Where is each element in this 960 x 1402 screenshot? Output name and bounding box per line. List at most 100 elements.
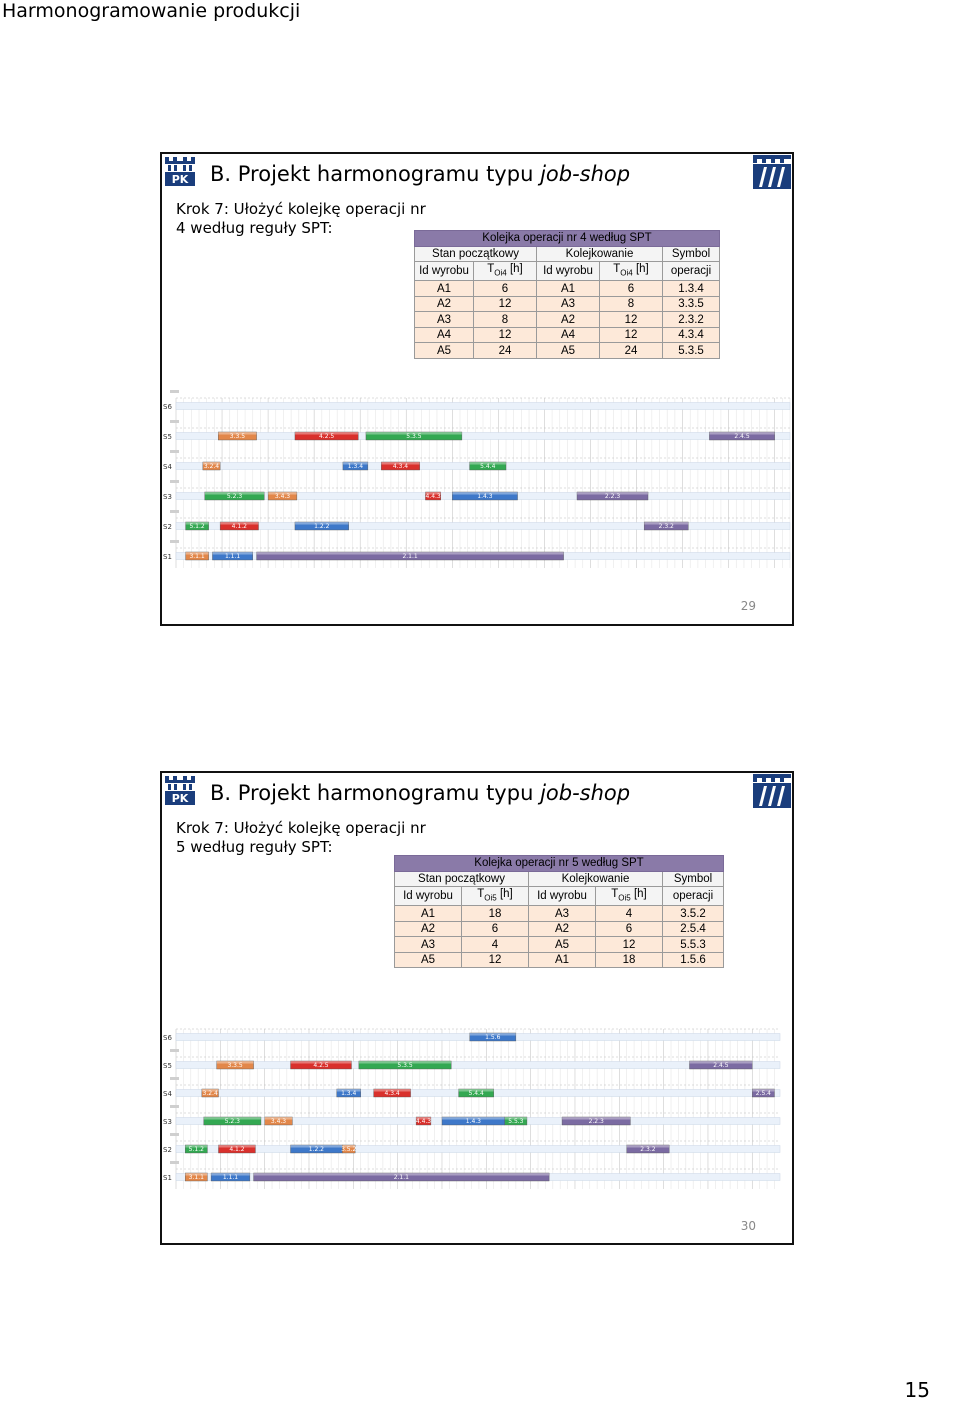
- slide-30: PK B. Projekt harmonogramu typu job-shop…: [160, 771, 794, 1245]
- header-time: TOi5 [h]: [461, 885, 529, 907]
- gantt-bar: [469, 1032, 517, 1042]
- header-id: Id wyrobu: [528, 885, 596, 907]
- gantt-bar-1.4.3: 1.4.3: [441, 1116, 505, 1126]
- gantt-bar: [290, 1060, 352, 1070]
- gantt-bar: [212, 551, 253, 561]
- gantt-bar-label: 2.4.5: [713, 1062, 728, 1069]
- gantt-row-label: S3: [163, 493, 172, 501]
- slide-title: B. Projekt harmonogramu typu job-shop: [210, 162, 631, 186]
- gantt-bar: [709, 431, 775, 441]
- gantt-bar-label: 1.1.1: [223, 1174, 238, 1181]
- gantt-row: S5 3.3.5 4.2.5 5.3.5 2.4.5: [163, 420, 791, 441]
- gantt-bar: [358, 1060, 452, 1070]
- gantt-bar-1.4.3: 1.4.3: [452, 491, 518, 500]
- gantt-row-label: S5: [163, 433, 172, 441]
- gantt-bar-2.1.1: 2.1.1: [256, 551, 564, 561]
- gantt-bar: [264, 1116, 293, 1126]
- gantt-bar: [643, 521, 689, 531]
- gantt-bar-label: 1.3.4: [348, 463, 363, 470]
- gantt-bar-label: 3.2.4: [204, 463, 219, 470]
- gantt-bar-label: 5.2.3: [225, 1118, 240, 1125]
- gantt-bar-label: 2.1.1: [394, 1174, 409, 1181]
- gantt-bar-1.1.1: 1.1.1: [210, 1172, 251, 1182]
- gantt-bar-label: 5.2.3: [227, 493, 242, 500]
- gantt-bar-label: 5.4.4: [480, 463, 495, 470]
- gantt-row-label: S6: [163, 1034, 172, 1042]
- gantt-bar-4.4.3: 4.4.3: [416, 1116, 431, 1126]
- table-row: A2 6 A2 6 2.5.4: [394, 920, 724, 938]
- gantt-bar-2.5.4: 2.5.4: [752, 1088, 775, 1098]
- gantt-bar-5.2.3: 5.2.3: [203, 1116, 262, 1126]
- header-time: TOi4 [h]: [599, 260, 663, 282]
- gantt-bar-label: 4.1.2: [229, 1146, 244, 1153]
- gantt-bar-1.1.1: 1.1.1: [212, 551, 253, 561]
- gantt-chart: S6 1.5.6 S5 3.3.5 4.2.5 5.3.5 2.4.5 S4 3.2.4 1.3.…: [163, 1028, 781, 1189]
- group-symbol: Symbol: [662, 870, 724, 887]
- gantt-bar-4.2.5: 4.2.5: [294, 431, 359, 440]
- gantt-bar-1.2.2: 1.2.2: [294, 521, 349, 531]
- gantt-bar: [342, 461, 369, 471]
- gantt-bar-5.3.5: 5.3.5: [358, 1060, 452, 1070]
- svg-text:PK: PK: [172, 792, 189, 805]
- gantt-bar-2.4.5: 2.4.5: [709, 431, 775, 441]
- table-row: A2 12 A3 8 3.3.5: [414, 295, 720, 313]
- gantt-bar: [689, 1060, 753, 1070]
- group-symbol: Symbol: [662, 245, 720, 262]
- svg-text:PK: PK: [172, 173, 189, 186]
- gantt-row: S2 5.1.2 4.1.2 1.2.2 3.5.2 2.3.2: [163, 1133, 781, 1154]
- slide-number: 29: [740, 599, 756, 613]
- gantt-bar-2.3.2: 2.3.2: [643, 521, 689, 531]
- gantt-row-label: S4: [163, 1090, 172, 1098]
- gantt-bar: [204, 491, 265, 501]
- table-caption: Kolejka operacji nr 4 według SPT: [414, 230, 720, 247]
- group-initial-state: Stan początkowy: [414, 245, 537, 262]
- table-row: A5 24 A5 24 5.3.5: [414, 342, 720, 359]
- table-row: A1 18 A3 4 3.5.2: [394, 905, 724, 922]
- gantt-bar: [185, 1144, 208, 1154]
- gantt-row: S6: [163, 390, 791, 411]
- gantt-bar-label: 3.1.1: [189, 553, 204, 560]
- page-number: 15: [904, 1378, 930, 1402]
- gantt-bar: [752, 1088, 775, 1098]
- spt-queue-table: Kolejka operacji nr 5 według SPT Stan po…: [394, 855, 724, 969]
- gantt-bar-4.2.5: 4.2.5: [290, 1060, 352, 1070]
- gantt-bar: [561, 1116, 631, 1126]
- gantt-bar-label: 1.2.2: [314, 523, 329, 530]
- gantt-grid: [175, 398, 791, 568]
- gantt-chart: S6 S5 3.3.5 4.2.5 5.3.5 2.4.5 S4 3.2.4 1.3.4 4.3.…: [163, 390, 791, 568]
- gantt-row-label: S3: [163, 1118, 172, 1126]
- gantt-grid: [175, 1029, 775, 1189]
- step-text: Krok 7: Ułożyć kolejkę operacji nr 4 wed…: [176, 200, 426, 237]
- gantt-bar-1.5.6: 1.5.6: [469, 1032, 517, 1042]
- gantt-bar-label: 3.1.1: [189, 1174, 204, 1181]
- gantt-bar: [202, 461, 221, 471]
- gantt-bar-label: 4.3.4: [384, 1090, 399, 1097]
- gantt-bar-label: 3.3.5: [230, 433, 245, 440]
- gantt-bar: [203, 1116, 262, 1126]
- gantt-row-label: S1: [163, 1174, 172, 1182]
- gantt-bar-label: 2.3.2: [659, 523, 674, 530]
- gantt-bar-label: 5.3.5: [397, 1062, 412, 1069]
- gantt-bar: [294, 521, 349, 531]
- table-row: A3 4 A5 12 5.5.3: [394, 936, 724, 953]
- gantt-bar-label: 5.5.3: [508, 1118, 523, 1125]
- gantt-bar-4.3.4: 4.3.4: [381, 461, 420, 470]
- gantt-bar-label: 4.4.3: [416, 1118, 431, 1125]
- gantt-row-label: S2: [163, 523, 172, 531]
- gantt-bar: [218, 431, 257, 441]
- gantt-row: S3 5.2.3 3.4.3 4.4.3 1.4.3 2.2.3: [163, 480, 791, 501]
- gantt-bar-1.2.2: 1.2.2: [290, 1144, 343, 1154]
- gantt-bar: [185, 551, 209, 561]
- gantt-bar-label: 4.4.3: [425, 493, 440, 500]
- gantt-bar-3.1.1: 3.1.1: [185, 1172, 208, 1182]
- gantt-bar-label: 3.5.2: [341, 1146, 356, 1153]
- gantt-bar: [256, 551, 564, 561]
- gantt-bar-2.2.3: 2.2.3: [561, 1116, 631, 1126]
- gantt-bar: [373, 1088, 411, 1098]
- gantt-bar-label: 4.3.4: [393, 463, 408, 470]
- gantt-bar-label: 1.4.3: [466, 1118, 481, 1125]
- gantt-bar-5.2.3: 5.2.3: [204, 491, 265, 501]
- table-row: A5 12 A1 18 1.5.6: [394, 951, 724, 969]
- gantt-bar-label: 1.5.6: [485, 1034, 500, 1041]
- gantt-bar-3.1.1: 3.1.1: [185, 551, 209, 561]
